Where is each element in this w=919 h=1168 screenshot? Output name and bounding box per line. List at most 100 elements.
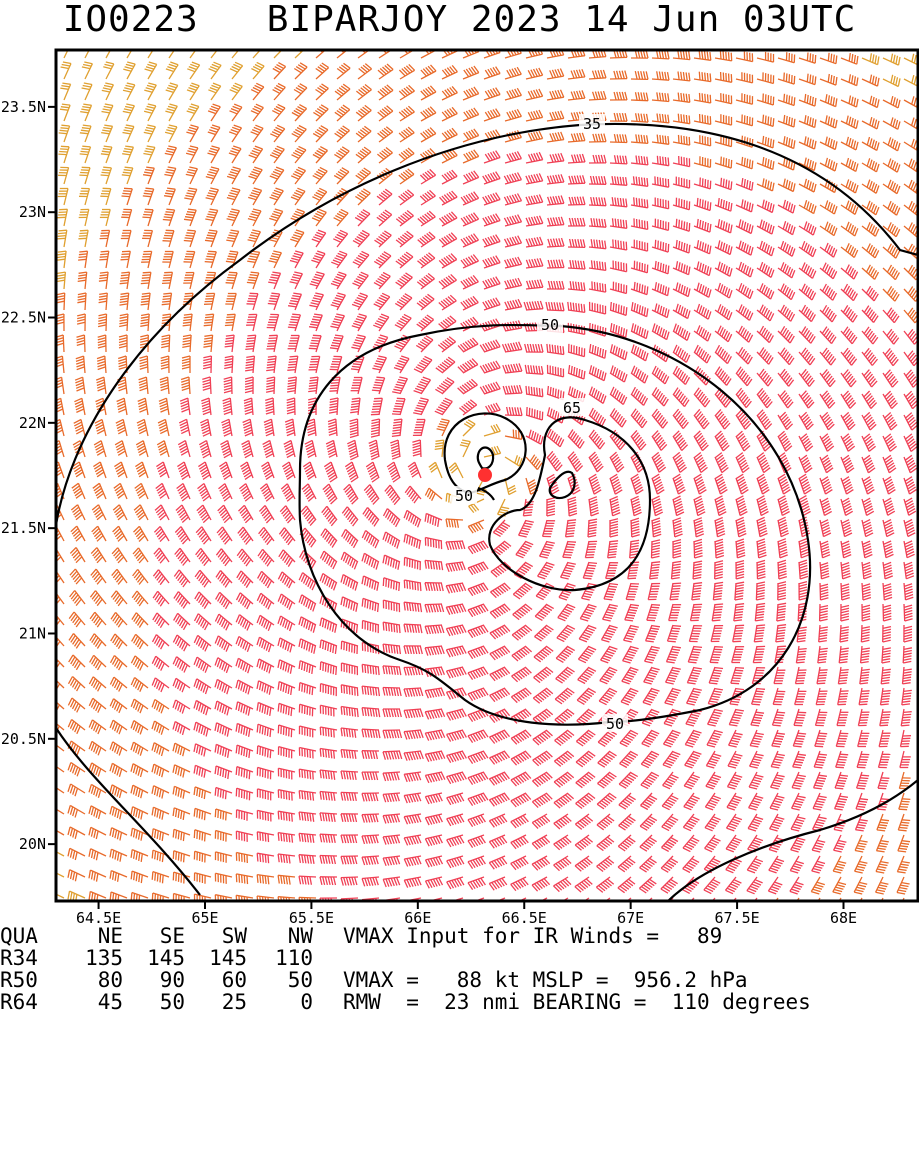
wind-barb xyxy=(320,792,337,801)
wind-barb xyxy=(51,462,64,478)
wind-barb xyxy=(715,157,732,169)
wind-barb xyxy=(80,146,91,163)
wind-barb xyxy=(447,772,467,784)
wind-barb xyxy=(568,239,585,247)
wind-barb xyxy=(820,583,828,600)
wind-barb xyxy=(140,314,149,331)
wind-barb xyxy=(715,283,732,298)
wind-barb xyxy=(598,772,617,788)
wind-barb xyxy=(199,441,211,458)
wind-barb xyxy=(90,655,106,670)
wind-barb xyxy=(335,126,350,142)
wind-barb xyxy=(862,244,879,258)
quadrant-label: QUA xyxy=(0,925,60,947)
wind-barb xyxy=(330,314,344,331)
wind-barb xyxy=(251,104,264,121)
wind-barb xyxy=(757,453,770,473)
wind-barb xyxy=(540,541,555,558)
wind-barb xyxy=(673,431,688,451)
wind-barb xyxy=(778,348,794,365)
wind-barb xyxy=(292,146,306,163)
wind-barb xyxy=(511,688,531,703)
wind-barb xyxy=(768,877,782,894)
wind-barb xyxy=(715,453,728,473)
wind-barb xyxy=(392,377,407,394)
wind-barb xyxy=(309,314,322,331)
wind-barb xyxy=(442,65,457,79)
wind-barb xyxy=(278,768,295,779)
wind-barb xyxy=(342,529,358,547)
wind-barb xyxy=(426,856,443,867)
wind-barb xyxy=(731,667,744,684)
wind-barb xyxy=(641,793,658,810)
wind-barb xyxy=(265,398,274,415)
wind-barb xyxy=(69,655,85,670)
wind-barb xyxy=(757,115,774,127)
wind-barb xyxy=(426,877,443,888)
wind-barb xyxy=(447,730,467,742)
wind-barb xyxy=(692,583,702,600)
wind-barb xyxy=(70,591,85,606)
wind-barb xyxy=(404,534,421,549)
wind-barb xyxy=(308,377,318,394)
wind-barb xyxy=(778,431,792,451)
wind-barb xyxy=(631,302,648,317)
wind-barb xyxy=(705,835,721,852)
wind-barb xyxy=(568,344,585,357)
wind-barb xyxy=(877,835,889,852)
wind-barb xyxy=(715,518,725,537)
wind-barb xyxy=(610,197,627,207)
wind-barb xyxy=(883,286,899,301)
wind-barb xyxy=(309,356,320,373)
wind-barb xyxy=(417,315,434,331)
wind-barb xyxy=(299,876,316,885)
wind-barb xyxy=(625,604,639,621)
wind-barb xyxy=(483,298,500,310)
wind-barb xyxy=(672,561,682,579)
wind-barb xyxy=(299,661,316,674)
wind-barb xyxy=(687,667,702,684)
wind-barb xyxy=(715,240,732,254)
wind-barb xyxy=(131,785,148,798)
wind-barb xyxy=(642,730,659,747)
wind-barb xyxy=(418,232,435,247)
wind-barb xyxy=(184,188,197,205)
wind-barb xyxy=(301,506,316,526)
wind-barb xyxy=(320,834,337,843)
r34-row: R34 135 145 145 110 xyxy=(0,947,51,969)
wind-barb xyxy=(715,474,727,494)
wind-barb xyxy=(278,572,295,588)
wind-barb xyxy=(694,496,705,516)
wind-barb xyxy=(576,751,595,767)
wind-barb xyxy=(812,856,825,873)
wind-barb xyxy=(505,151,521,163)
wind-barb xyxy=(883,541,894,558)
wind-barb xyxy=(666,667,681,684)
wind-barb xyxy=(757,410,772,430)
wind-barb xyxy=(883,265,899,280)
wind-barb xyxy=(883,477,895,494)
wind-barb xyxy=(299,769,316,780)
wind-barb xyxy=(461,296,479,310)
wind-barb xyxy=(447,709,467,721)
wind-barb xyxy=(89,870,106,882)
wind-barb xyxy=(278,660,295,674)
wind-barb xyxy=(161,335,170,352)
y-tick-label: 22.5N xyxy=(1,309,46,327)
wind-barb xyxy=(791,814,805,831)
wind-barb xyxy=(547,386,564,400)
wind-barb xyxy=(362,814,379,823)
wind-barb xyxy=(597,856,614,872)
wind-barb xyxy=(152,678,169,692)
wind-barb xyxy=(532,814,550,829)
wind-barb xyxy=(362,898,379,907)
wind-barb xyxy=(665,688,681,705)
wind-barb xyxy=(505,478,516,495)
wind-barb xyxy=(694,198,711,211)
wind-barb xyxy=(177,484,190,502)
wind-barb xyxy=(258,549,274,566)
wind-barb xyxy=(350,398,360,415)
wind-barb xyxy=(98,314,106,331)
wind-barb xyxy=(100,230,110,247)
wind-barb xyxy=(799,412,813,430)
